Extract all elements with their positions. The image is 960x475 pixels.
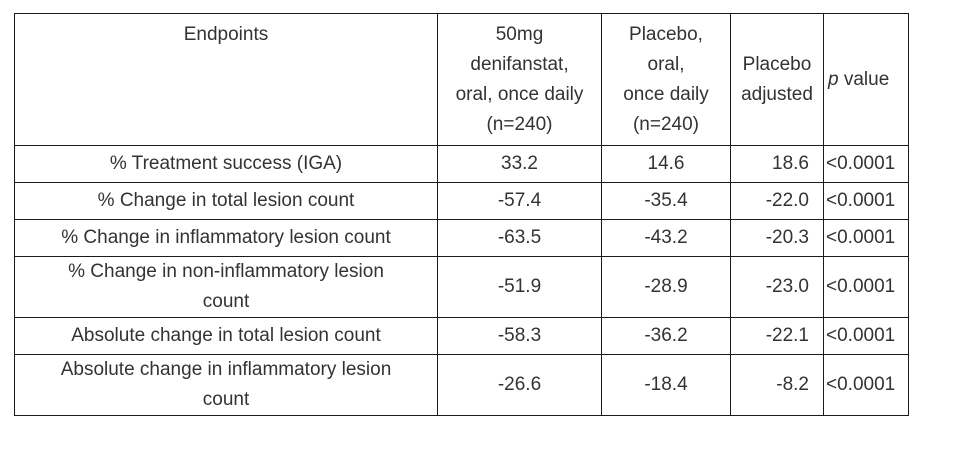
endpoint-cell: Absolute change in total lesion count xyxy=(14,317,438,355)
placebo-value-cell: 14.6 xyxy=(601,145,731,183)
header-placebo-line: oral, xyxy=(647,54,685,75)
endpoint-line: count xyxy=(202,389,250,410)
header-placebo-line: (n=240) xyxy=(632,114,700,135)
header-denifanstat-line: denifanstat, xyxy=(470,54,569,75)
header-placebo: Placebo, oral, once daily (n=240) xyxy=(601,13,731,146)
endpoint-line: % Change in non-inflammatory lesion xyxy=(68,261,384,282)
denifanstat-value-cell: -57.4 xyxy=(437,182,602,220)
table-row: % Treatment success (IGA) 33.2 14.6 18.6 <0.… xyxy=(14,145,909,183)
header-denifanstat: 50mg denifanstat, oral, once daily (n=24… xyxy=(437,13,602,146)
placebo-value-cell: -35.4 xyxy=(601,182,731,220)
denifanstat-value-cell: 33.2 xyxy=(437,145,602,183)
denifanstat-value-cell: -63.5 xyxy=(437,219,602,257)
endpoint-cell: Absolute change in inflammatory lesion co… xyxy=(14,354,438,416)
header-placebo-line: Placebo, xyxy=(629,24,703,45)
endpoint-line: % Treatment success (IGA) xyxy=(109,153,343,174)
header-denifanstat-line: (n=240) xyxy=(486,114,553,135)
denifanstat-value-cell: -58.3 xyxy=(437,317,602,355)
adjusted-value-cell: 18.6 xyxy=(730,145,824,183)
adjusted-value-cell: -8.2 xyxy=(730,354,824,416)
p-value-cell: <0.0001 xyxy=(823,256,909,318)
denifanstat-value-cell: -51.9 xyxy=(437,256,602,318)
endpoint-line: Absolute change in total lesion count xyxy=(71,325,381,346)
placebo-value-cell: -43.2 xyxy=(601,219,731,257)
header-endpoints: Endpoints xyxy=(14,13,438,146)
header-placebo-adjusted: Placebo adjusted xyxy=(730,13,824,146)
endpoint-line: % Change in inflammatory lesion count xyxy=(61,227,391,248)
endpoint-cell: % Change in non-inflammatory lesion count xyxy=(14,256,438,318)
adjusted-value-cell: -22.1 xyxy=(730,317,824,355)
table-row: Absolute change in inflammatory lesion co… xyxy=(14,354,909,416)
header-p-rest: value xyxy=(838,69,890,90)
table-row: % Change in inflammatory lesion count -63… xyxy=(14,219,909,257)
endpoint-cell: % Treatment success (IGA) xyxy=(14,145,438,183)
header-adjusted-line: adjusted xyxy=(741,84,813,105)
p-value-cell: <0.0001 xyxy=(823,145,909,183)
p-value-cell: <0.0001 xyxy=(823,317,909,355)
adjusted-value-cell: -20.3 xyxy=(730,219,824,257)
p-value-cell: <0.0001 xyxy=(823,354,909,416)
header-p-italic: p xyxy=(828,69,839,90)
header-row: Endpoints 50mg denifanstat, oral, once d… xyxy=(14,13,909,146)
p-value-cell: <0.0001 xyxy=(823,182,909,220)
p-value-cell: <0.0001 xyxy=(823,219,909,257)
endpoint-line: count xyxy=(202,291,250,312)
endpoint-cell: % Change in inflammatory lesion count xyxy=(14,219,438,257)
denifanstat-value-cell: -26.6 xyxy=(437,354,602,416)
placebo-value-cell: -36.2 xyxy=(601,317,731,355)
results-table: Endpoints 50mg denifanstat, oral, once d… xyxy=(14,13,909,416)
header-p-value: p value xyxy=(823,13,909,146)
placebo-value-cell: -28.9 xyxy=(601,256,731,318)
table-row: % Change in total lesion count -57.4 -35.4… xyxy=(14,182,909,220)
placebo-value-cell: -18.4 xyxy=(601,354,731,416)
adjusted-value-cell: -22.0 xyxy=(730,182,824,220)
header-denifanstat-line: oral, once daily xyxy=(455,84,584,105)
header-adjusted-line: Placebo xyxy=(742,54,812,75)
endpoint-cell: % Change in total lesion count xyxy=(14,182,438,220)
endpoint-line: Absolute change in inflammatory lesion xyxy=(60,359,392,380)
header-placebo-line: once daily xyxy=(623,84,709,105)
adjusted-value-cell: -23.0 xyxy=(730,256,824,318)
table-row: Absolute change in total lesion count -58… xyxy=(14,317,909,355)
header-denifanstat-line: 50mg xyxy=(495,24,544,45)
endpoint-line: % Change in total lesion count xyxy=(97,190,355,211)
table-row: % Change in non-inflammatory lesion count… xyxy=(14,256,909,318)
